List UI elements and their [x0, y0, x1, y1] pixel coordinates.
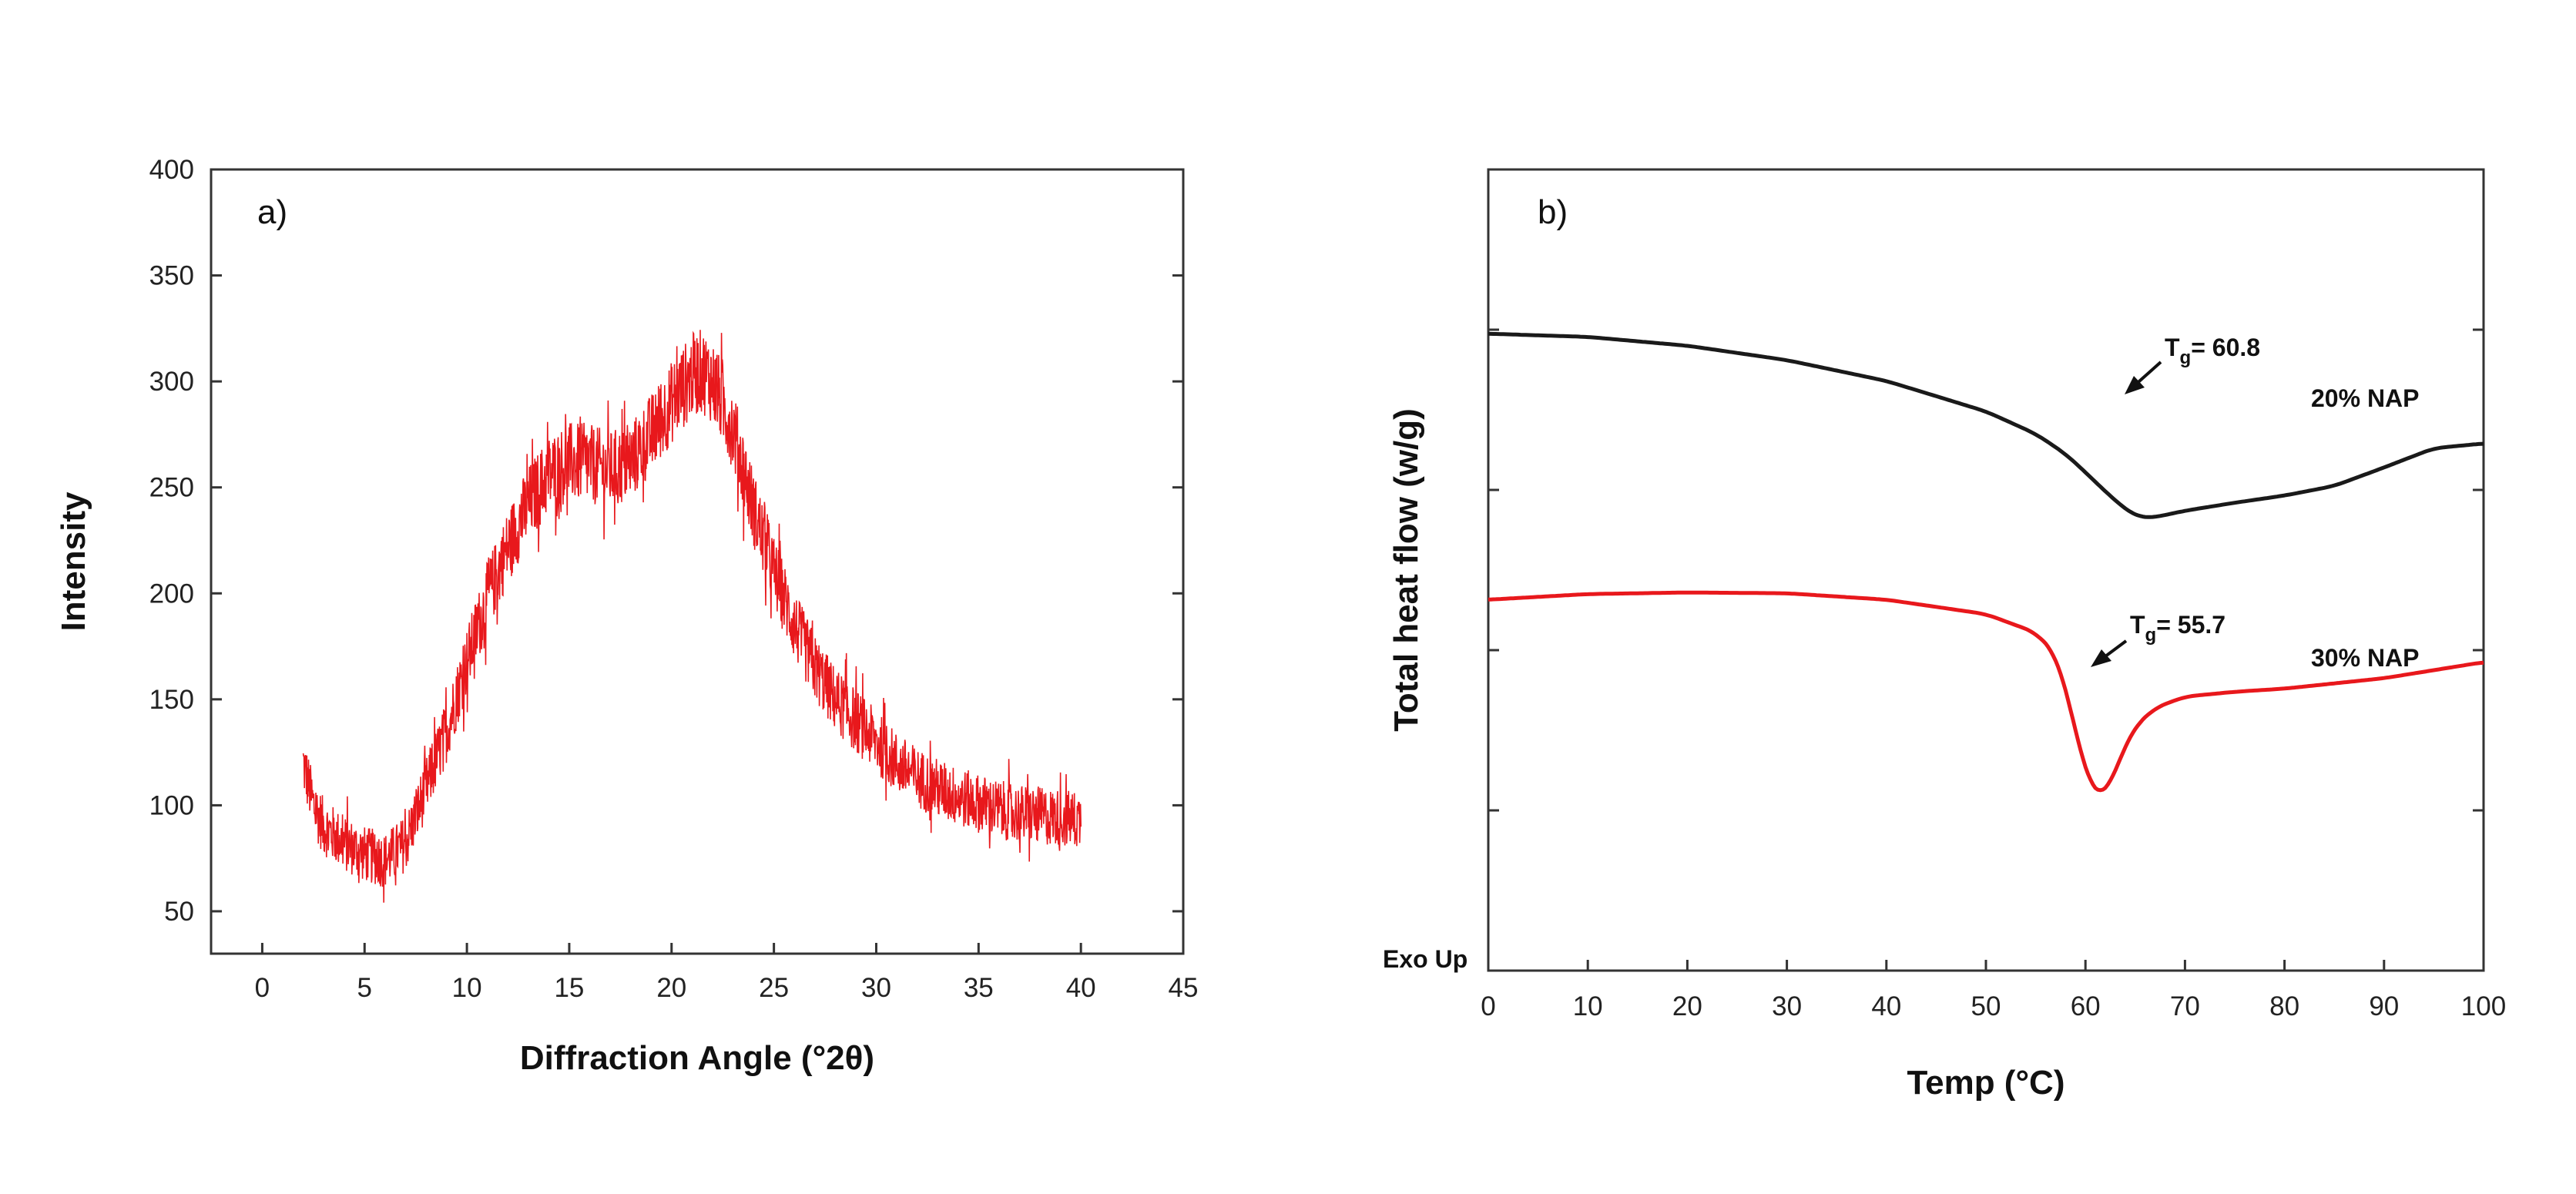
chart-b-ticks: 0 10 20 30 40 50 60 70 80 90 100 — [1481, 328, 2506, 1021]
chart-a-xtick-label-1: 5 — [357, 973, 372, 1003]
tg-arrow-20-head — [2125, 376, 2145, 394]
chart-a-ytick-label-0: 50 — [164, 897, 194, 927]
chart-a-xtick-label-6: 30 — [861, 973, 891, 1003]
tg-label-20-t: T — [2165, 334, 2180, 361]
chart-a-xlabel: Diffraction Angle (°2θ) — [520, 1039, 874, 1077]
chart-b-xtick-label-6: 60 — [2071, 991, 2101, 1021]
chart-b-ylabel: Total heat flow (w/g) — [1387, 408, 1425, 732]
chart-a-xtick-label-5: 25 — [759, 973, 789, 1003]
tg-annotation-30: Tg= 55.7 — [2091, 611, 2225, 667]
chart-a-ytick-label-6: 350 — [149, 261, 194, 291]
chart-b-xtick-label-3: 30 — [1772, 991, 1802, 1021]
chart-b-xtick-label-2: 20 — [1672, 991, 1702, 1021]
tg-label-30: Tg= 55.7 — [2130, 611, 2225, 646]
tg-label-20: Tg= 60.8 — [2165, 334, 2260, 368]
chart-b-xtick-label-5: 50 — [1971, 991, 2001, 1021]
chart-a-xtick-label-9: 45 — [1169, 973, 1199, 1003]
chart-a-ylabel: Intensity — [55, 491, 92, 631]
chart-a-ytick-label-7: 400 — [149, 155, 194, 185]
chart-a-xtick-label-2: 10 — [452, 973, 482, 1003]
chart-b-xtick-label-7: 70 — [2170, 991, 2200, 1021]
chart-a-series-line-0 — [302, 330, 1082, 903]
chart-a: 0 5 10 15 20 25 30 35 40 45 50 100 150 200 250 300 350 40… — [55, 155, 1198, 1077]
tg-annotation-20: Tg= 60.8 — [2125, 334, 2260, 394]
chart-a-panel-label: a) — [257, 193, 287, 231]
tg-arrow-30-head — [2091, 649, 2111, 667]
tg-label-20-sub: g — [2180, 347, 2192, 368]
chart-b-series-line-0 — [1488, 331, 2484, 519]
chart-b-xtick-label-1: 10 — [1573, 991, 1603, 1021]
chart-a-series — [302, 330, 1082, 903]
chart-b-xtick-label-10: 100 — [2461, 991, 2506, 1021]
chart-a-xtick-label-8: 40 — [1066, 973, 1096, 1003]
chart-a-xtick-label-0: 0 — [255, 973, 270, 1003]
chart-a-ytick-label-5: 300 — [149, 367, 194, 397]
tg-label-30-value: = 55.7 — [2156, 611, 2225, 639]
chart-b-series-line-1 — [1488, 590, 2484, 793]
chart-b-corner-label: Exo Up — [1383, 945, 1467, 973]
chart-b-xtick-label-0: 0 — [1481, 991, 1495, 1021]
tg-label-30-sub: g — [2145, 625, 2157, 646]
tg-label-20-value: = 60.8 — [2191, 334, 2260, 361]
series-label-20-nap: 20% NAP — [2311, 384, 2420, 412]
chart-a-ytick-label-2: 150 — [149, 685, 194, 715]
series-label-30-nap: 30% NAP — [2311, 644, 2420, 672]
chart-b-series — [1488, 331, 2484, 793]
chart-a-ytick-label-3: 200 — [149, 579, 194, 609]
chart-a-xtick-label-7: 35 — [964, 973, 994, 1003]
chart-b-xtick-label-4: 40 — [1871, 991, 1901, 1021]
chart-a-ticks: 0 5 10 15 20 25 30 35 40 45 50 100 150 200 250 300 350 40… — [149, 155, 1199, 1003]
chart-a-frame — [210, 168, 1185, 955]
chart-a-xtick-label-4: 20 — [656, 973, 686, 1003]
tg-label-30-t: T — [2130, 611, 2145, 639]
chart-b-xtick-label-8: 80 — [2269, 991, 2299, 1021]
chart-b-panel-label: b) — [1538, 193, 1568, 231]
chart-a-xtick-label-3: 15 — [554, 973, 584, 1003]
chart-b-xtick-label-9: 90 — [2369, 991, 2399, 1021]
chart-a-ytick-label-1: 100 — [149, 790, 194, 820]
chart-b: 0 10 20 30 40 50 60 70 80 90 100 b) Temp (°C) Tota… — [1383, 168, 2506, 1102]
chart-b-xlabel: Temp (°C) — [1907, 1064, 2065, 1102]
chart-a-ytick-label-4: 250 — [149, 473, 194, 503]
